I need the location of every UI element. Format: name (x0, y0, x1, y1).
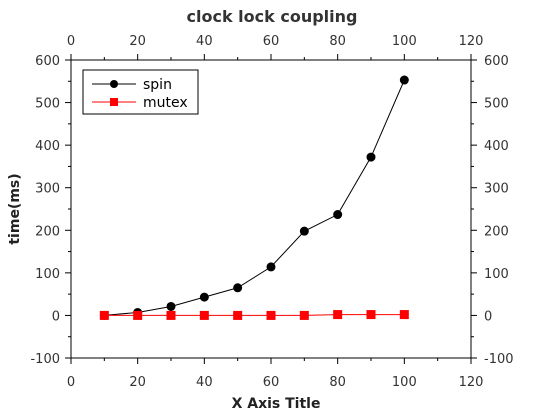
y-tick-label-right: 600 (484, 54, 509, 69)
y-tick-label-left: 0 (52, 309, 60, 324)
data-point-mutex (233, 310, 243, 320)
x-tick-label-bottom: 60 (263, 375, 280, 390)
x-tick-label-bottom: 100 (392, 375, 417, 390)
data-point-spin (366, 152, 376, 162)
y-tick-label-left: -100 (30, 352, 60, 367)
x-tick-label-bottom: 80 (329, 375, 346, 390)
y-tick-label-right: 0 (484, 309, 492, 324)
data-point-mutex (366, 310, 376, 320)
data-point-mutex (99, 310, 109, 320)
legend-marker-spin (110, 80, 118, 88)
data-point-spin (399, 75, 409, 85)
x-tick-label-bottom: 40 (196, 375, 213, 390)
x-axis-title: X Axis Title (232, 396, 321, 412)
y-tick-label-left: 200 (35, 224, 60, 239)
series-layer (99, 75, 409, 320)
x-tick-label-top: 40 (196, 34, 213, 49)
x-tick-label-bottom: 20 (129, 375, 146, 390)
data-point-spin (266, 262, 276, 272)
legend-marker-mutex (110, 98, 118, 106)
series-line-mutex (104, 314, 405, 316)
data-point-mutex (299, 310, 309, 320)
data-point-spin (299, 226, 309, 236)
x-tick-label-top: 80 (329, 34, 346, 49)
y-tick-label-right: 200 (484, 224, 509, 239)
data-point-spin (233, 283, 243, 293)
data-point-spin (166, 301, 176, 311)
data-point-mutex (266, 310, 276, 320)
x-tick-label-top: 100 (392, 34, 417, 49)
y-tick-label-right: 300 (484, 182, 509, 197)
y-tick-label-right: 400 (484, 139, 509, 154)
legend: spin mutex (82, 69, 199, 115)
y-tick-label-left: 600 (35, 54, 60, 69)
data-point-mutex (166, 310, 176, 320)
x-tick-label-bottom: 120 (459, 375, 484, 390)
x-tick-label-top: 0 (67, 34, 75, 49)
y-tick-label-left: 500 (35, 97, 60, 112)
chart-title: clock lock coupling (187, 7, 358, 26)
y-tick-label-right: 100 (484, 267, 509, 282)
x-tick-label-top: 20 (129, 34, 146, 49)
data-point-mutex (399, 310, 409, 320)
y-axis-title: time(ms) (7, 173, 23, 244)
data-point-spin (199, 292, 209, 302)
x-tick-label-bottom: 0 (67, 375, 75, 390)
data-point-mutex (333, 310, 343, 320)
series-line-spin (104, 79, 405, 316)
data-point-spin (333, 210, 343, 220)
data-point-mutex (199, 310, 209, 320)
y-tick-label-right: 500 (484, 97, 509, 112)
x-tick-label-top: 120 (459, 34, 484, 49)
legend-box (82, 69, 199, 115)
y-tick-label-left: 400 (35, 139, 60, 154)
y-tick-label-left: 300 (35, 182, 60, 197)
x-tick-label-top: 60 (263, 34, 280, 49)
y-tick-label-left: 100 (35, 267, 60, 282)
legend-label-spin: spin (143, 77, 172, 93)
data-point-mutex (133, 310, 143, 320)
y-tick-label-right: -100 (484, 352, 514, 367)
legend-label-mutex: mutex (143, 95, 188, 111)
